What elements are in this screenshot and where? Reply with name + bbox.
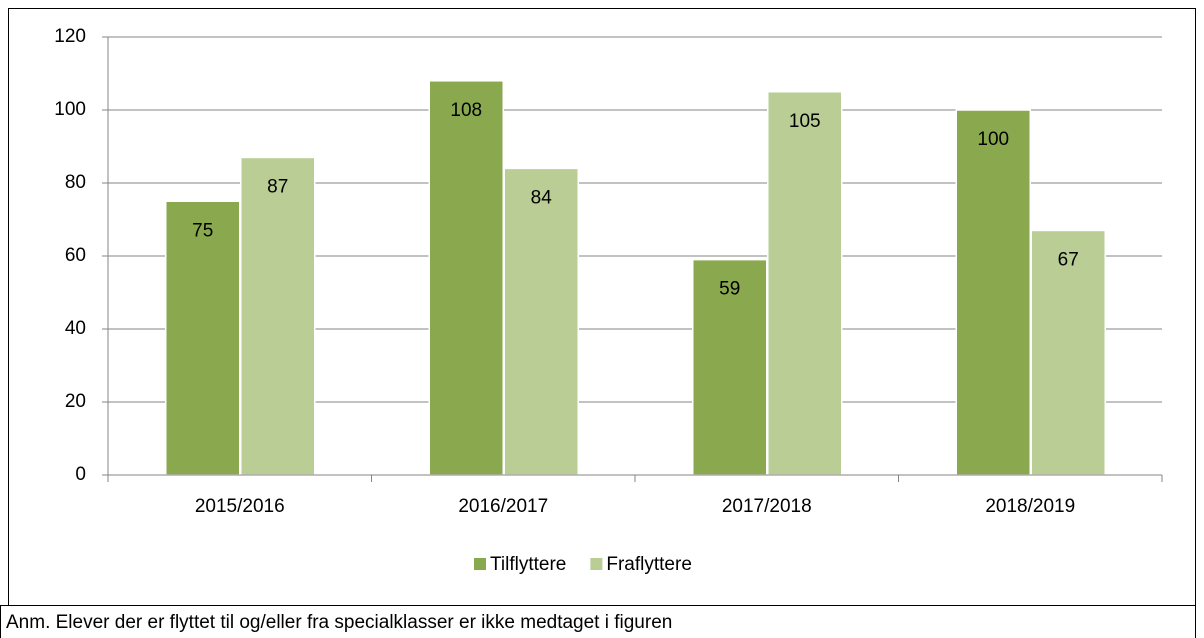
legend-label: Tilflyttere	[490, 554, 566, 575]
note: Anm. Elever der er flyttet til og/eller …	[6, 612, 672, 633]
bar	[428, 80, 504, 476]
bar	[692, 258, 768, 476]
x-tick-label: 2018/2019	[985, 496, 1075, 517]
bar	[503, 167, 579, 476]
data-label: 84	[531, 187, 553, 208]
y-tick-label: 20	[65, 391, 86, 412]
legend-swatch	[590, 558, 603, 570]
data-label: 105	[789, 111, 821, 132]
y-tick-label: 0	[75, 464, 86, 485]
bar	[240, 156, 316, 476]
x-tick-label: 2016/2017	[458, 496, 548, 517]
y-tick-label: 80	[65, 172, 86, 193]
x-tick-label: 2015/2016	[195, 496, 285, 517]
bar	[165, 200, 241, 476]
data-label: 75	[192, 220, 213, 241]
x-tick-label: 2017/2018	[722, 496, 812, 517]
data-label: 59	[719, 279, 740, 300]
data-label: 87	[267, 176, 288, 197]
y-tick-label: 60	[65, 245, 86, 266]
y-tick-label: 40	[65, 318, 86, 339]
bar	[955, 109, 1031, 476]
bar	[1030, 229, 1106, 476]
data-label: 108	[450, 100, 482, 121]
legend-label: Fraflyttere	[606, 554, 692, 575]
data-label: 100	[977, 129, 1009, 150]
note-frame	[0, 605, 1196, 638]
bar	[767, 91, 843, 476]
y-tick-label: 100	[54, 99, 86, 120]
data-label: 67	[1058, 249, 1079, 270]
legend-swatch	[474, 558, 486, 570]
y-tick-label: 120	[54, 26, 86, 47]
